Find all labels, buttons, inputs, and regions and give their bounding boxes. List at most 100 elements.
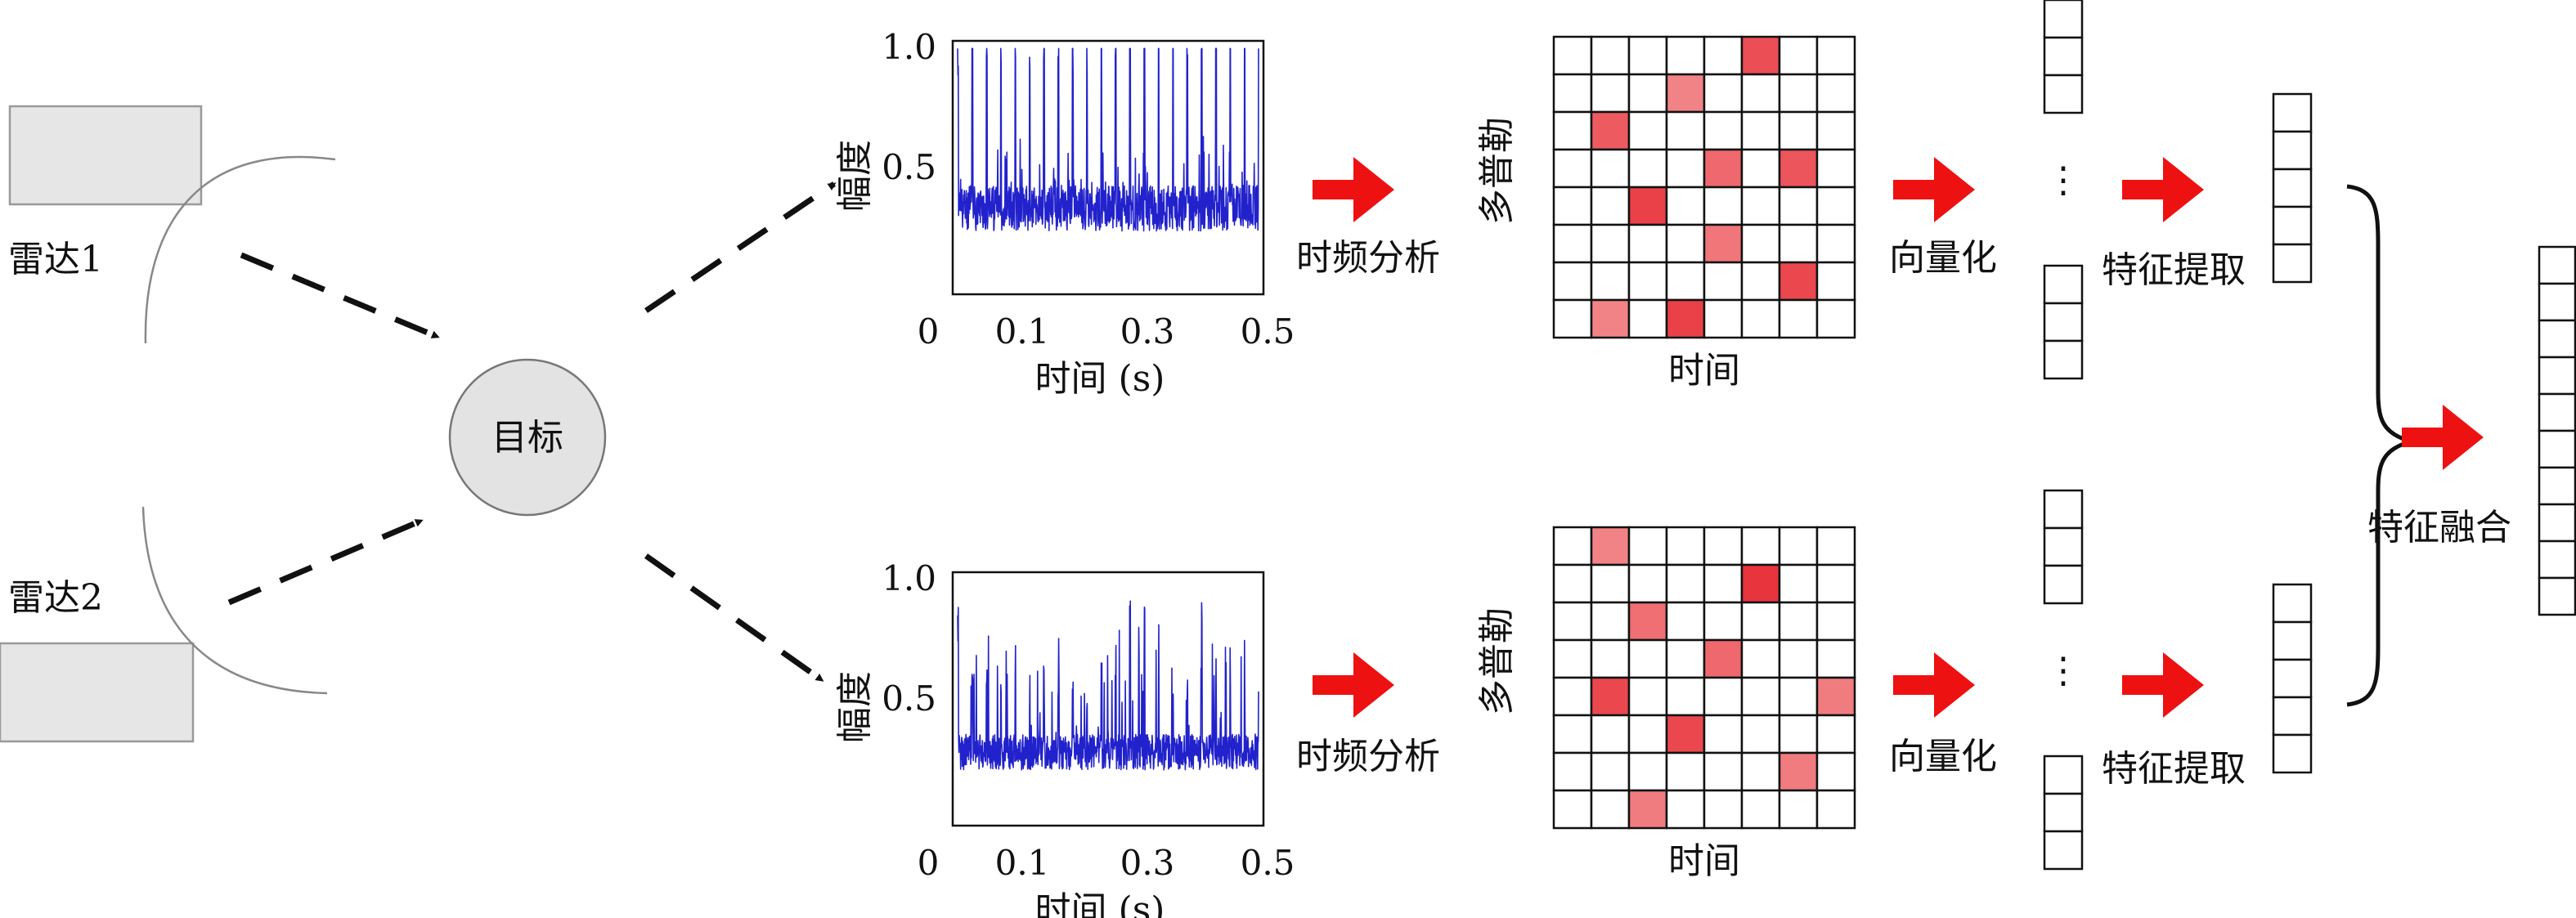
tf-cell [1703, 563, 1744, 604]
target-to-signal-2-arrow [644, 553, 824, 683]
vector-cell [2538, 576, 2576, 616]
tf-cell [1590, 601, 1631, 642]
tf-cell [1740, 676, 1781, 717]
tf-cell [1778, 298, 1819, 339]
tf-analysis-arrow [1313, 157, 1394, 222]
vector-cell [2538, 429, 2576, 469]
tf-cell [1590, 676, 1631, 717]
tf-cell [1703, 73, 1744, 114]
tf-cell [1740, 526, 1781, 566]
tf-cell [1590, 714, 1631, 755]
fusion-arrow-shape [2402, 405, 2484, 470]
tf-cell [1590, 148, 1631, 189]
tf-cell [1815, 261, 1856, 302]
tf-cell [1552, 186, 1593, 226]
y-tick-label: 0.5 [882, 147, 936, 187]
tf-cell [1627, 563, 1668, 604]
fusion: 特征融合 [2346, 184, 2576, 707]
tf-cell [1627, 186, 1668, 226]
tf-cell [1665, 110, 1706, 151]
tf-cell [1740, 714, 1781, 755]
tf-cell [1778, 110, 1819, 151]
tf-cell [1627, 751, 1668, 792]
tf-cell [1665, 35, 1706, 76]
tf-cell [1815, 714, 1856, 755]
vector-cell [2043, 489, 2084, 530]
tf-cell [1703, 789, 1744, 830]
tf-cell [1778, 676, 1819, 717]
vector-top-segment [2043, 0, 2084, 114]
tf-cell [1627, 35, 1668, 76]
vector-cell [2538, 245, 2576, 285]
y-tick-label: 1.0 [882, 27, 936, 67]
tf-cell [1552, 148, 1593, 189]
tf-cell [1778, 789, 1819, 830]
tf-cell [1627, 223, 1668, 264]
tf-cell [1778, 73, 1819, 114]
tf-cell [1740, 789, 1781, 830]
x-tick-label: 0.5 [1241, 843, 1295, 883]
vector-cell [2043, 526, 2084, 567]
tf-cell [1703, 186, 1744, 226]
tf-cell [1590, 563, 1631, 604]
tf-y-axis-label: 多普勒 [1476, 117, 1518, 225]
tf-cell [1703, 638, 1744, 679]
tf-analysis-arrow [1313, 652, 1394, 718]
tf-cell [1815, 751, 1856, 792]
vector-cell [2272, 696, 2313, 737]
fused-feature-vector [2538, 245, 2576, 616]
tf-cell [1552, 563, 1593, 604]
tf-cell [1665, 563, 1706, 604]
tf-cell [1740, 73, 1781, 114]
vector-bottom-segment [2043, 264, 2084, 380]
tf-analysis-label: 时频分析 [1296, 237, 1440, 279]
signal-y-axis-label: 幅度 [834, 140, 876, 212]
radar-1-label: 雷达1 [8, 239, 103, 280]
tf-cell [1815, 35, 1856, 76]
tf-cell [1627, 148, 1668, 189]
vector-cell [2043, 755, 2084, 795]
vector-cell [2043, 830, 2084, 871]
feature-vector [2272, 92, 2313, 284]
y-tick-label: 1.0 [882, 558, 936, 598]
signal-x-axis-label: 时间 (s) [1035, 358, 1165, 400]
vector-cell [2272, 130, 2313, 171]
tf-cell [1627, 73, 1668, 114]
vector-cell [2043, 302, 2084, 343]
tf-cell [1778, 714, 1819, 755]
tf-cell [1778, 563, 1819, 604]
tf-cell [1590, 526, 1631, 566]
time-frequency-map: 时间 多普勒 [1476, 526, 1856, 882]
tf-cell [1552, 714, 1593, 755]
vector-cell [2538, 540, 2576, 580]
tf-cell [1703, 261, 1744, 302]
fusion-label: 特征融合 [2367, 507, 2511, 549]
vector-ellipsis: ⋮ [2045, 650, 2081, 692]
tf-cell [1815, 789, 1856, 830]
tf-cell [1627, 638, 1668, 679]
tf-cell [1740, 298, 1781, 339]
tf-cell [1665, 148, 1706, 189]
tf-cell [1590, 789, 1631, 830]
radar-1: 雷达1 [8, 105, 336, 344]
fusion-arrow [2402, 405, 2484, 470]
tf-cell [1778, 261, 1819, 302]
tf-cell [1703, 110, 1744, 151]
tf-cell [1627, 676, 1668, 717]
tf-cell [1590, 261, 1631, 302]
tf-cell [1552, 676, 1593, 717]
vectorize-arrow [1893, 157, 1975, 222]
tf-cell [1815, 186, 1856, 226]
tf-cell [1665, 676, 1706, 717]
tf-cell [1590, 298, 1631, 339]
tf-cell [1590, 186, 1631, 226]
vector-cell [2272, 620, 2313, 661]
tf-cell [1627, 298, 1668, 339]
tf-cell [1815, 298, 1856, 339]
vector-cell [2538, 466, 2576, 506]
vector-cell [2043, 264, 2084, 305]
target-to-signal-1-arrow [644, 181, 837, 313]
tf-cell [1778, 526, 1819, 566]
